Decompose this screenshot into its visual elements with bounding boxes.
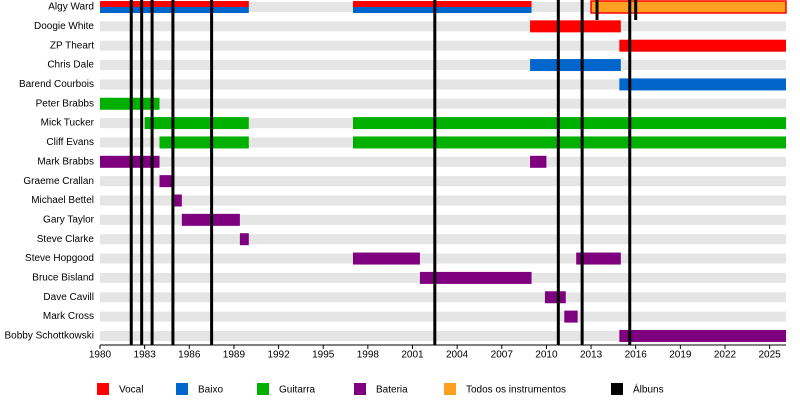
legend-label: Bateria bbox=[376, 385, 408, 396]
membership-bar bbox=[530, 20, 621, 33]
row-stripe bbox=[100, 156, 786, 167]
row-stripe bbox=[100, 214, 786, 225]
member-name: Mick Tucker bbox=[41, 118, 95, 129]
membership-bar bbox=[619, 329, 786, 342]
legend-swatch bbox=[97, 383, 109, 395]
membership-bar bbox=[352, 117, 786, 130]
membership-bar bbox=[590, 0, 787, 14]
membership-bar bbox=[159, 136, 249, 149]
legend-swatch bbox=[176, 383, 188, 395]
x-tick-label: 1995 bbox=[312, 350, 335, 361]
membership-bar bbox=[564, 310, 578, 323]
legend-label: Guitarra bbox=[279, 385, 316, 396]
row-stripe bbox=[100, 98, 786, 109]
membership-bar bbox=[619, 78, 786, 91]
x-tick-label: 2013 bbox=[580, 350, 603, 361]
membership-bar bbox=[544, 291, 566, 304]
row-stripe bbox=[100, 21, 786, 32]
member-name: Steve Hopgood bbox=[25, 253, 94, 264]
legend-label: Álbuns bbox=[633, 383, 664, 396]
membership-bar bbox=[530, 155, 547, 168]
member-name: Doogie White bbox=[34, 21, 94, 32]
member-name: Gary Taylor bbox=[43, 214, 95, 225]
row-stripe bbox=[100, 40, 786, 51]
row-stripe bbox=[100, 330, 786, 341]
member-name: Dave Cavill bbox=[43, 292, 94, 303]
row-stripe bbox=[100, 234, 786, 245]
member-name: Bobby Schottkowski bbox=[5, 331, 95, 342]
x-tick-label: 1998 bbox=[357, 350, 380, 361]
member-name: Chris Dale bbox=[47, 60, 94, 71]
x-tick-label: 2016 bbox=[625, 350, 648, 361]
legend-swatch bbox=[354, 383, 366, 395]
x-tick-label: 1992 bbox=[267, 350, 290, 361]
membership-bar bbox=[530, 59, 621, 72]
legend-swatch bbox=[257, 383, 269, 395]
member-name: Peter Brabbs bbox=[36, 98, 94, 109]
row-stripe bbox=[100, 292, 786, 303]
membership-bar bbox=[352, 252, 420, 265]
x-tick-label: 1989 bbox=[223, 350, 246, 361]
membership-bar bbox=[419, 271, 532, 284]
x-tick-label: 1980 bbox=[89, 350, 112, 361]
x-tick-label: 2010 bbox=[535, 350, 558, 361]
x-tick-label: 2019 bbox=[669, 350, 692, 361]
row-stripe bbox=[100, 79, 786, 90]
x-tick-label: 1983 bbox=[134, 350, 157, 361]
member-name: Mark Cross bbox=[43, 311, 94, 322]
membership-bar bbox=[239, 233, 249, 246]
member-name: Bruce Bisland bbox=[32, 273, 94, 284]
x-tick-label: 1986 bbox=[178, 350, 201, 361]
membership-bar bbox=[174, 194, 182, 207]
membership-bar bbox=[144, 117, 249, 130]
membership-bar bbox=[619, 39, 786, 52]
member-name: Cliff Evans bbox=[46, 137, 94, 148]
member-name: Michael Bettel bbox=[31, 195, 94, 206]
x-tick-label: 2007 bbox=[491, 350, 514, 361]
member-name: Algy Ward bbox=[48, 2, 94, 13]
member-name: Steve Clarke bbox=[37, 234, 95, 245]
membership-bar bbox=[159, 175, 175, 188]
x-tick-label: 2022 bbox=[714, 350, 737, 361]
member-name: Graeme Crallan bbox=[23, 176, 94, 187]
legend-swatch bbox=[444, 383, 456, 395]
x-tick-label: 2025 bbox=[759, 350, 782, 361]
row-stripe bbox=[100, 311, 786, 322]
row-stripe bbox=[100, 195, 786, 206]
member-name: Mark Brabbs bbox=[37, 156, 94, 167]
x-tick-label: 2001 bbox=[401, 350, 424, 361]
legend-label: Vocal bbox=[119, 385, 143, 396]
row-stripe bbox=[100, 176, 786, 187]
x-tick-label: 2004 bbox=[446, 350, 469, 361]
membership-bar bbox=[352, 7, 532, 13]
legend-label: Baixo bbox=[198, 385, 223, 396]
member-name: ZP Theart bbox=[50, 40, 94, 51]
row-stripe bbox=[100, 253, 786, 264]
membership-bar bbox=[352, 136, 786, 149]
member-name: Barend Courbois bbox=[19, 79, 94, 90]
legend-swatch bbox=[611, 383, 623, 395]
legend-label: Todos os instrumentos bbox=[466, 385, 566, 396]
membership-bar bbox=[352, 1, 532, 7]
row-stripe bbox=[100, 60, 786, 71]
membership-bar bbox=[576, 252, 621, 265]
